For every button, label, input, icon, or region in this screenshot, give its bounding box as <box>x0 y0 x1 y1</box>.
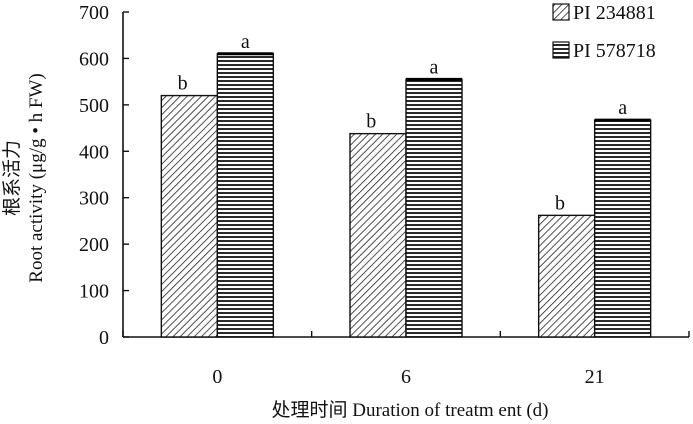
significance-letter: a <box>241 31 250 53</box>
significance-letter: b <box>555 192 565 214</box>
y-axis-title-cn: 根系活力 <box>1 140 23 216</box>
legend-swatch-1 <box>552 3 570 21</box>
legend-swatch-2 <box>552 41 570 59</box>
y-tick-label: 100 <box>79 281 109 303</box>
bar-pi234881-0 <box>160 94 219 338</box>
bar-pi234881-6 <box>349 132 407 338</box>
x-axis-title: 处理时间 Duration of treatm ent (d) <box>271 399 548 421</box>
bar-pi578718-0 <box>216 53 275 338</box>
bar-pi234881-21 <box>537 214 596 338</box>
y-tick-label: 300 <box>79 188 109 210</box>
significance-letter: a <box>430 56 439 78</box>
y-tick-label: 700 <box>79 2 109 24</box>
y-tick-label: 0 <box>99 327 109 349</box>
y-tick-label: 400 <box>79 141 109 163</box>
y-tick-label: 600 <box>79 48 109 70</box>
y-tick-label: 200 <box>79 234 109 256</box>
bar-pi578718-21 <box>593 119 652 338</box>
x-tick-label: 21 <box>585 366 605 388</box>
bar-pi578718-6 <box>405 78 463 338</box>
significance-letter: b <box>366 111 376 133</box>
y-axis-title-en: Root activity (μg/g • h FW) <box>26 73 47 282</box>
x-tick-label: 6 <box>401 366 411 388</box>
legend-label-1: PI 234881 <box>573 2 656 24</box>
y-tick-label: 500 <box>79 95 109 117</box>
legend-label-2: PI 578718 <box>573 40 656 62</box>
significance-letter: b <box>178 73 188 95</box>
x-tick-label: 0 <box>212 366 222 388</box>
significance-letter: a <box>618 97 627 119</box>
